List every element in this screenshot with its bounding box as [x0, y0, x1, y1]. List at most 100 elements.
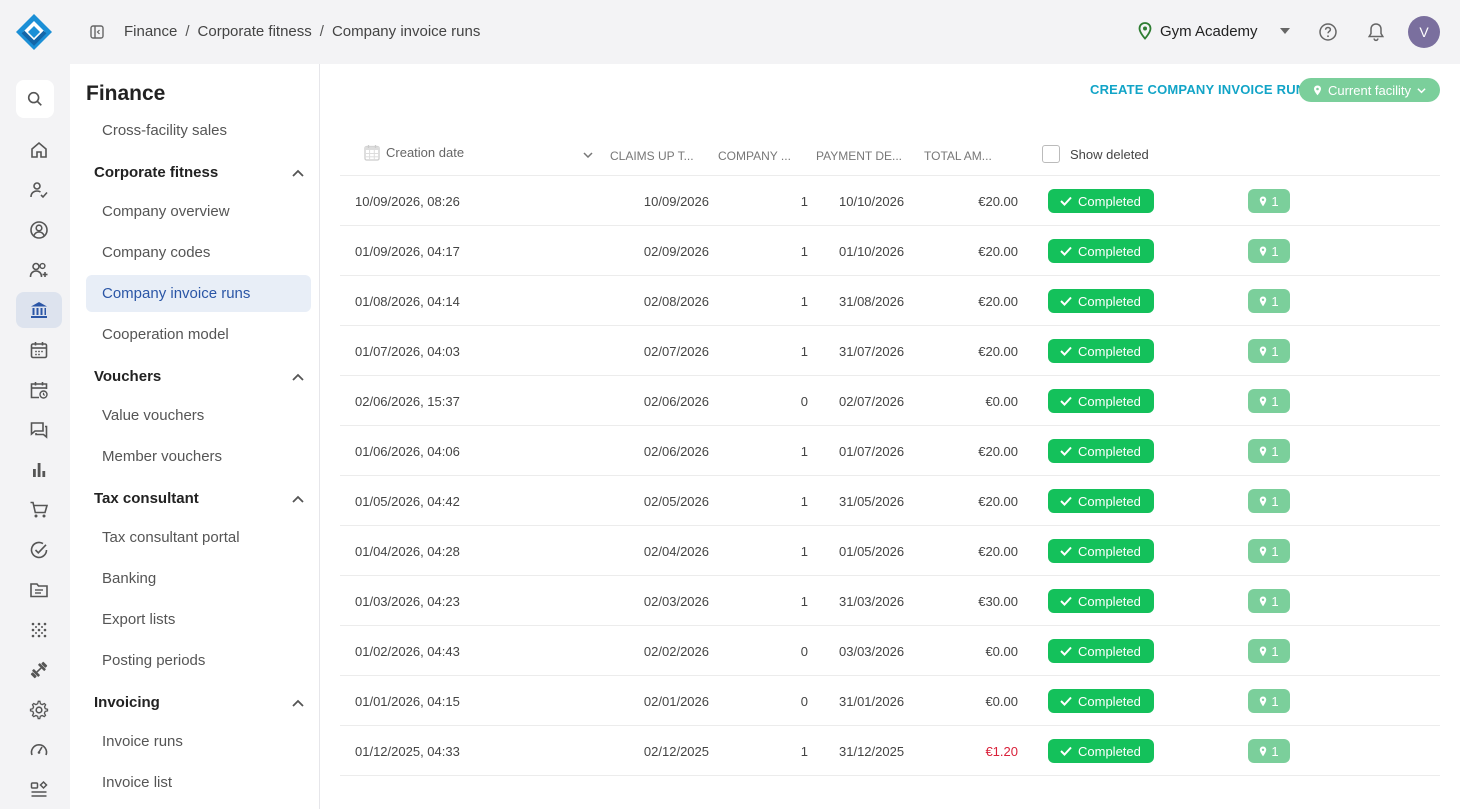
nav-company-codes[interactable]: Company codes [102, 244, 211, 261]
table-row[interactable]: 01/09/2026, 04:17 02/09/2026 1 01/10/2026 €2… [340, 226, 1440, 276]
facility-count-badge[interactable]: 1 [1248, 189, 1290, 213]
breadcrumb-item[interactable]: Corporate fitness [197, 23, 312, 40]
nav-company-overview[interactable]: Company overview [102, 203, 230, 220]
facility-count-badge[interactable]: 1 [1248, 539, 1290, 563]
nav-member-vouchers[interactable]: Member vouchers [102, 448, 223, 465]
search-button[interactable] [16, 80, 54, 118]
rail-leads[interactable] [16, 252, 62, 288]
rail-finance[interactable] [16, 292, 62, 328]
table-row[interactable]: 01/03/2026, 04:23 02/03/2026 1 31/03/2026 €3… [340, 576, 1440, 626]
table-row[interactable]: 01/06/2026, 04:06 02/06/2026 1 01/07/2026 €2… [340, 426, 1440, 476]
rail-calendar[interactable] [16, 332, 62, 368]
facility-count-badge[interactable]: 1 [1248, 589, 1290, 613]
app-logo-icon[interactable] [14, 12, 54, 52]
column-company[interactable]: COMPANY ... [718, 149, 791, 163]
nav-group-corporate-fitness[interactable]: Corporate fitness [94, 164, 304, 181]
help-icon[interactable] [1318, 22, 1338, 42]
payment-date-cell: 31/08/2026 [839, 294, 905, 309]
rail-analytics[interactable] [16, 452, 62, 488]
create-company-invoice-run-button[interactable]: CREATE COMPANY INVOICE RUN [1090, 82, 1306, 97]
location-pin-icon [1260, 246, 1267, 256]
facility-count-badge[interactable]: 1 [1248, 689, 1290, 713]
column-creation-date[interactable]: Creation date [364, 144, 464, 161]
facility-count-badge[interactable]: 1 [1248, 489, 1290, 513]
sidebar-toggle-icon[interactable] [89, 24, 105, 40]
claims-cell: 02/08/2026 [643, 294, 709, 309]
rail-settings[interactable] [16, 692, 62, 728]
facility-selector[interactable]: Gym Academy [1138, 22, 1290, 40]
facility-count-badge[interactable]: 1 [1248, 739, 1290, 763]
total-amount-cell: €20.00 [978, 494, 1018, 509]
column-claims[interactable]: CLAIMS UP T... [610, 149, 694, 163]
payment-date-cell: 31/07/2026 [839, 344, 905, 359]
company-count-cell: 0 [800, 694, 808, 709]
sort-chevron-down-icon[interactable] [583, 152, 593, 158]
status-badge: Completed [1048, 639, 1154, 663]
nav-tax-consultant-portal[interactable]: Tax consultant portal [102, 529, 240, 546]
breadcrumb-item: Company invoice runs [331, 23, 481, 40]
current-facility-filter[interactable]: Current facility [1299, 78, 1440, 102]
status-badge: Completed [1048, 689, 1154, 713]
creation-date-cell: 01/03/2026, 04:23 [355, 594, 460, 609]
rail-messages[interactable] [16, 412, 62, 448]
column-payment[interactable]: PAYMENT DE... [816, 149, 903, 163]
status-badge: Completed [1048, 589, 1154, 613]
breadcrumb-item[interactable]: Finance [124, 23, 178, 40]
user-circle-icon [30, 221, 48, 239]
rail-members[interactable] [16, 212, 62, 248]
table-row[interactable]: 01/04/2026, 04:28 02/04/2026 1 01/05/2026 €2… [340, 526, 1440, 576]
nav-posting-periods[interactable]: Posting periods [102, 652, 206, 669]
table-row[interactable]: 10/09/2026, 08:26 10/09/2026 1 10/10/2026 €2… [340, 176, 1440, 226]
facility-count-badge[interactable]: 1 [1248, 289, 1290, 313]
table-row[interactable]: 01/05/2026, 04:42 02/05/2026 1 31/05/2026 €2… [340, 476, 1440, 526]
nav-value-vouchers[interactable]: Value vouchers [102, 407, 205, 424]
table-row[interactable]: 01/02/2026, 04:43 02/02/2026 0 03/03/2026 €0… [340, 626, 1440, 676]
status-label: Completed [1078, 493, 1141, 509]
facility-count-badge[interactable]: 1 [1248, 239, 1290, 263]
nav-invoice-list[interactable]: Invoice list [102, 774, 173, 791]
rail-equipment[interactable] [16, 652, 62, 688]
nav-export-lists[interactable]: Export lists [102, 611, 176, 628]
rail-home[interactable] [16, 132, 62, 168]
nav-group-invoicing[interactable]: Invoicing [94, 694, 304, 711]
facility-count-badge[interactable]: 1 [1248, 639, 1290, 663]
nav-invoice-runs[interactable]: Invoice runs [102, 733, 183, 750]
total-amount-cell: €20.00 [978, 294, 1018, 309]
claims-cell: 02/03/2026 [643, 594, 709, 609]
status-badge: Completed [1048, 189, 1154, 213]
nav-cooperation-model[interactable]: Cooperation model [102, 326, 229, 343]
rail-integrations[interactable] [16, 612, 62, 648]
rail-dashboard[interactable] [16, 732, 62, 768]
table-row[interactable]: 02/06/2026, 15:37 02/06/2026 0 02/07/2026 €0… [340, 376, 1440, 426]
facility-count: 1 [1271, 643, 1279, 659]
table-row[interactable]: 01/12/2025, 04:33 02/12/2025 1 31/12/2025 €1… [340, 726, 1440, 776]
show-deleted-checkbox[interactable] [1042, 145, 1060, 163]
rail-tasks[interactable] [16, 532, 62, 568]
check-icon [1060, 396, 1072, 406]
rail-bookings[interactable] [16, 372, 62, 408]
show-deleted-toggle[interactable]: Show deleted [1042, 145, 1149, 163]
payment-date-cell: 10/10/2026 [839, 194, 905, 209]
nav-cross-facility-sales[interactable]: Cross-facility sales [102, 122, 228, 139]
nav-group-tax-consultant[interactable]: Tax consultant [94, 490, 304, 507]
column-total[interactable]: TOTAL AM... [924, 149, 992, 163]
nav-group-vouchers[interactable]: Vouchers [94, 368, 304, 385]
table-row[interactable]: 01/01/2026, 04:15 02/01/2026 0 31/01/2026 €0… [340, 676, 1440, 726]
rail-checkin[interactable] [16, 172, 62, 208]
facility-count-badge[interactable]: 1 [1248, 389, 1290, 413]
nav-company-invoice-runs[interactable]: Company invoice runs [86, 275, 311, 312]
nav-banking[interactable]: Banking [102, 570, 157, 587]
rail-shop[interactable] [16, 492, 62, 528]
facility-count-badge[interactable]: 1 [1248, 339, 1290, 363]
rail-more[interactable] [16, 772, 62, 808]
notification-bell-icon[interactable] [1367, 22, 1385, 42]
table-row[interactable]: 01/08/2026, 04:14 02/08/2026 1 31/08/2026 €2… [340, 276, 1440, 326]
facility-count-badge[interactable]: 1 [1248, 439, 1290, 463]
chevron-down-icon [1417, 87, 1426, 93]
check-icon [1060, 596, 1072, 606]
location-pin-icon [1260, 746, 1267, 756]
facility-count: 1 [1271, 443, 1279, 459]
avatar[interactable]: V [1408, 16, 1440, 48]
table-row[interactable]: 01/07/2026, 04:03 02/07/2026 1 31/07/2026 €2… [340, 326, 1440, 376]
rail-documents[interactable] [16, 572, 62, 608]
